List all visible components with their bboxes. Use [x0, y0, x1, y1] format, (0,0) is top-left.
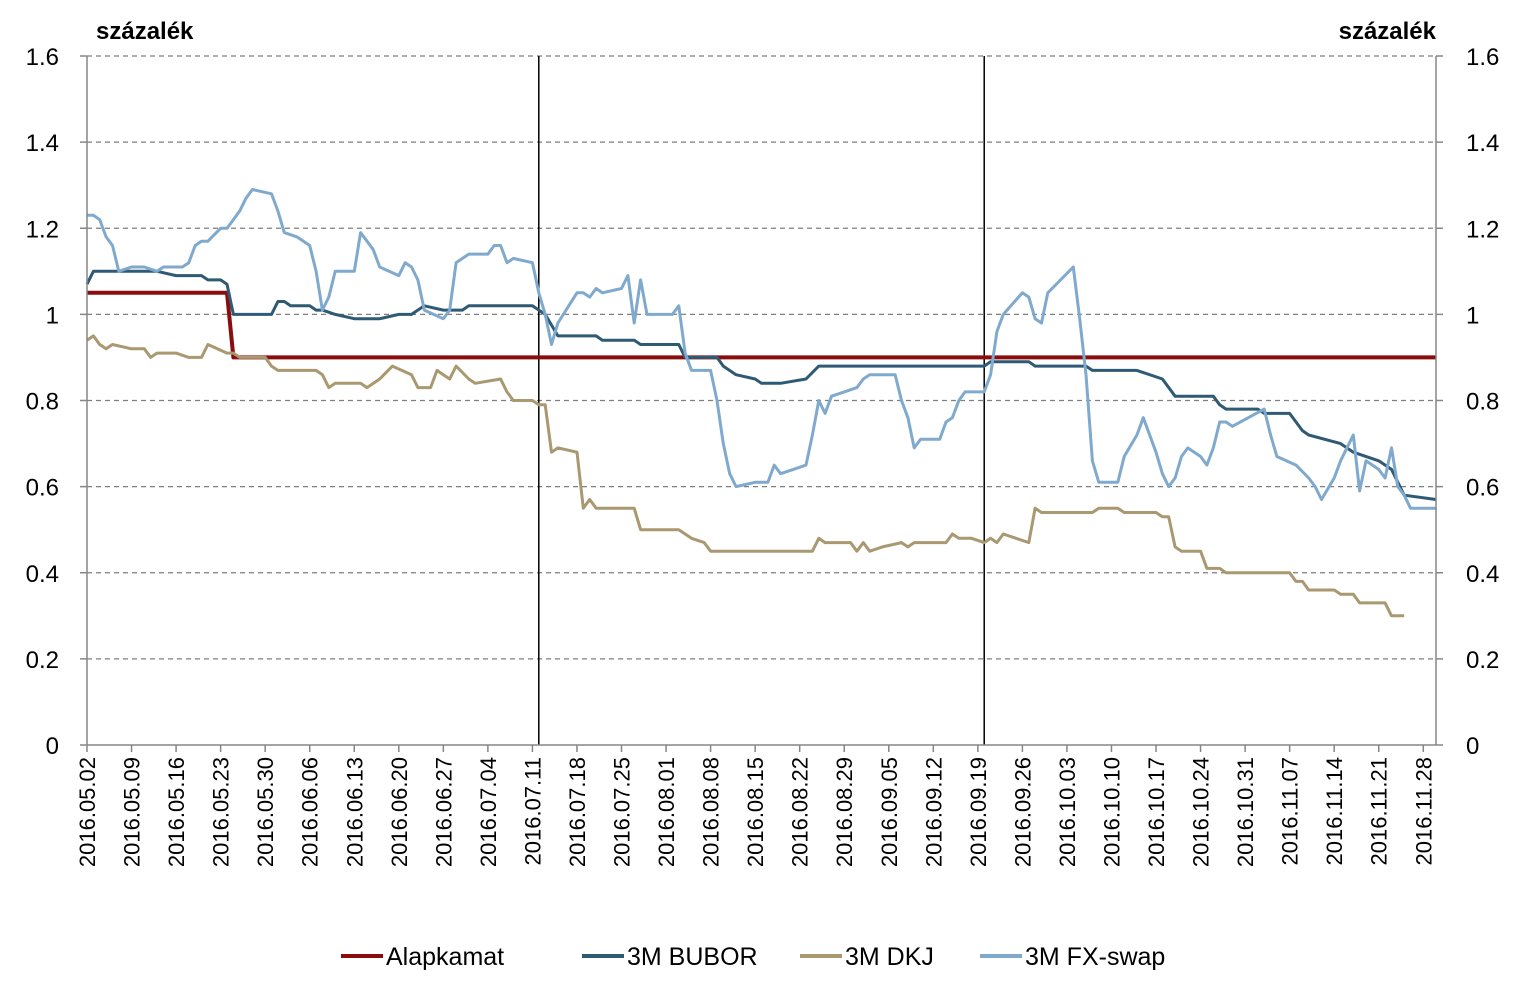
x-tick-label: 2016.07.04: [476, 757, 501, 867]
legend: Alapkamat 3M BUBOR 3M DKJ 3M FX-swap: [341, 943, 1165, 971]
x-tick-label: 2016.06.06: [298, 757, 323, 867]
y-tick-label-left: 0.2: [26, 647, 59, 674]
x-tick-label: 2016.05.02: [75, 757, 100, 867]
y-tick-label-left: 0.4: [26, 561, 59, 588]
y-tick-label-left: 1.6: [26, 44, 59, 71]
y-axis-left-ticks: 0 0.2 0.4 0.6 0.8 1 1.2 1.4 1.6: [26, 44, 87, 760]
x-tick-label: 2016.06.20: [387, 757, 412, 867]
legend-item: 3M DKJ: [800, 943, 934, 971]
y-tick-label-left: 1.4: [26, 130, 59, 157]
x-axis-ticks: 2016.05.02 2016.05.09 2016.05.16 2016.05.23…: [75, 745, 1436, 867]
x-tick-label: 2016.10.31: [1233, 757, 1258, 867]
y-tick-label-right: 0.4: [1466, 561, 1499, 588]
x-tick-label: 2016.07.18: [565, 757, 590, 867]
x-tick-label: 2016.11.21: [1367, 757, 1392, 865]
y-tick-label-right: 1.6: [1466, 44, 1499, 71]
legend-label: 3M DKJ: [845, 943, 934, 971]
x-tick-label: 2016.08.08: [699, 757, 724, 867]
y-axis-left-unit: százalék: [96, 18, 194, 45]
series-line-alapkamat: [87, 290, 1436, 360]
x-tick-label: 2016.09.12: [921, 757, 946, 867]
legend-label: 3M BUBOR: [627, 943, 758, 971]
y-tick-label-right: 0.6: [1466, 475, 1499, 502]
x-tick-label: 2016.11.07: [1278, 757, 1303, 865]
x-tick-label: 2016.07.11: [520, 757, 545, 865]
y-tick-label-right: 1: [1466, 302, 1479, 329]
series-line-3m-fx-swap: [87, 188, 1436, 510]
x-tick-label: 2016.11.28: [1411, 757, 1436, 865]
x-tick-label: 2016.05.30: [253, 757, 278, 867]
y-axis-right-ticks: 0 0.2 0.4 0.6 0.8 1 1.2 1.4 1.6: [1436, 44, 1499, 760]
x-tick-label: 2016.06.13: [342, 757, 367, 867]
series-lines: [85, 188, 1437, 618]
x-tick-label: 2016.09.26: [1010, 757, 1035, 867]
y-tick-label-right: 1.4: [1466, 130, 1499, 157]
x-tick-label: 2016.10.10: [1099, 757, 1124, 867]
y-axis-right-unit: százalék: [1339, 18, 1437, 45]
legend-label: Alapkamat: [386, 943, 504, 971]
x-tick-label: 2016.05.09: [120, 757, 145, 867]
x-tick-label: 2016.10.03: [1055, 757, 1080, 867]
y-tick-label-left: 0: [46, 733, 59, 760]
x-tick-label: 2016.10.24: [1189, 757, 1214, 867]
y-tick-label-left: 0.6: [26, 475, 59, 502]
y-tick-label-right: 0.2: [1466, 647, 1499, 674]
legend-item: 3M FX-swap: [980, 943, 1165, 971]
y-tick-label-left: 1: [46, 302, 59, 329]
y-tick-label-left: 0.8: [26, 389, 59, 416]
y-tick-label-left: 1.2: [26, 216, 59, 243]
x-tick-label: 2016.05.16: [164, 757, 189, 867]
x-tick-label: 2016.06.27: [431, 757, 456, 867]
x-tick-label: 2016.08.22: [788, 757, 813, 867]
x-tick-label: 2016.08.15: [743, 757, 768, 867]
x-tick-label: 2016.08.01: [654, 757, 679, 867]
y-tick-label-right: 0: [1466, 733, 1479, 760]
y-tick-label-right: 0.8: [1466, 389, 1499, 416]
x-tick-label: 2016.09.19: [966, 757, 991, 867]
legend-item: Alapkamat: [341, 943, 504, 971]
series-line-3m-bubor: [85, 269, 1437, 501]
x-tick-label: 2016.08.29: [832, 757, 857, 867]
x-tick-label: 2016.07.25: [610, 757, 635, 867]
legend-label: 3M FX-swap: [1025, 943, 1165, 971]
x-tick-label: 2016.05.23: [209, 757, 234, 867]
event-lines: [538, 56, 985, 745]
x-tick-label: 2016.09.05: [877, 757, 902, 867]
y-tick-label-right: 1.2: [1466, 216, 1499, 243]
legend-item: 3M BUBOR: [582, 943, 758, 971]
series-line-3m-dkj: [86, 334, 1405, 618]
x-tick-label: 2016.11.14: [1322, 757, 1347, 865]
x-tick-label: 2016.10.17: [1144, 757, 1169, 867]
